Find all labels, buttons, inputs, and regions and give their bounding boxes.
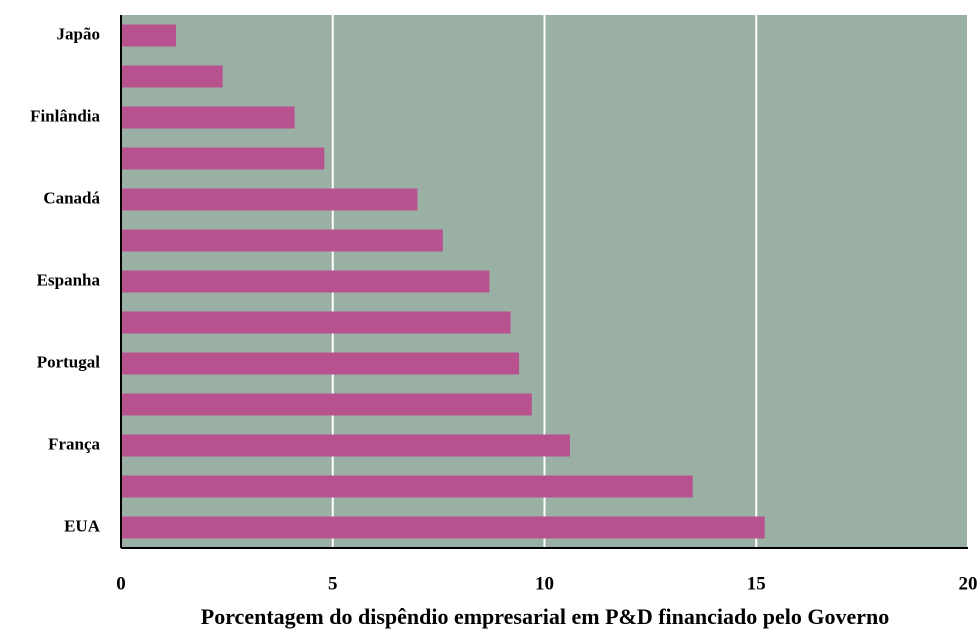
x-axis-title: Porcentagem do dispêndio empresarial em … bbox=[201, 604, 889, 629]
x-tick-label: 5 bbox=[328, 573, 338, 594]
bar bbox=[121, 311, 511, 334]
bar bbox=[121, 434, 570, 457]
bar bbox=[121, 24, 177, 47]
bar bbox=[121, 229, 443, 252]
y-tick-label: Japão bbox=[57, 24, 100, 43]
x-tick-label: 0 bbox=[116, 573, 126, 594]
y-tick-label: EUA bbox=[64, 516, 101, 535]
bar bbox=[121, 393, 532, 416]
bar bbox=[121, 106, 295, 129]
bar bbox=[121, 65, 223, 88]
x-tick-label: 15 bbox=[747, 573, 766, 594]
y-tick-label: Canadá bbox=[43, 188, 100, 207]
x-tick-label: 20 bbox=[959, 573, 978, 594]
bar bbox=[121, 516, 765, 539]
bar bbox=[121, 270, 490, 293]
bar bbox=[121, 147, 325, 170]
y-tick-label: França bbox=[48, 434, 100, 453]
y-tick-label: Espanha bbox=[37, 270, 101, 289]
y-tick-label: Portugal bbox=[37, 352, 101, 371]
bar bbox=[121, 352, 520, 375]
bar bbox=[121, 475, 693, 498]
bar bbox=[121, 188, 418, 211]
x-tick-label: 10 bbox=[535, 573, 554, 594]
y-tick-label: Finlândia bbox=[30, 106, 100, 125]
